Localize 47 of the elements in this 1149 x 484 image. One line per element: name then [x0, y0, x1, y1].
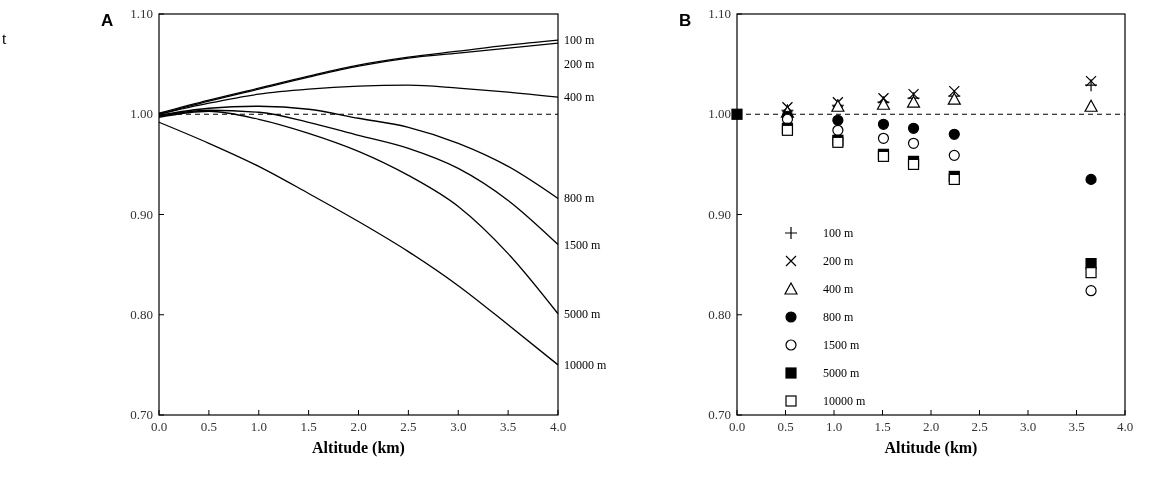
y-tick-label: 0.70 — [708, 407, 731, 422]
chart-title: A — [101, 11, 114, 30]
x-tick-label: 4.0 — [1116, 419, 1134, 434]
y-tick-label: 0.70 — [130, 407, 153, 422]
x-tick-label: 4.0 — [549, 419, 567, 434]
y-tick-label: 0.80 — [130, 306, 153, 322]
x-axis-title: Altitude (km) — [312, 439, 405, 457]
legend-label: 400 m — [823, 282, 854, 296]
series-label: 5000 m — [564, 306, 601, 321]
y-tick-label: 1.00 — [130, 106, 153, 122]
y-tick-label: 1.10 — [708, 6, 731, 21]
x-tick-label: 0.0 — [150, 419, 168, 434]
series-label: 800 m — [564, 191, 595, 206]
x-tick-label: 3.5 — [500, 419, 517, 434]
x-tick-label: 3.0 — [1019, 419, 1037, 434]
legend-label: 1500 m — [823, 338, 860, 352]
x-tick-label: 2.5 — [971, 419, 988, 434]
series-label: 100 m — [564, 33, 595, 48]
series-label: 400 m — [564, 90, 595, 105]
legend-label: 800 m — [823, 310, 854, 324]
y-tick-label: 0.90 — [708, 206, 731, 222]
text: t — [2, 30, 7, 47]
series-label: 1500 m — [564, 237, 601, 252]
x-tick-label: 3.5 — [1068, 419, 1085, 434]
x-tick-label: 0.5 — [200, 419, 217, 434]
x-tick-label: 1.0 — [250, 419, 267, 434]
x-tick-label: 1.5 — [300, 419, 317, 434]
x-tick-label: 0.5 — [777, 419, 794, 434]
x-axis-title: Altitude (km) — [884, 439, 978, 457]
x-tick-label: 1.0 — [825, 419, 843, 434]
x-tick-label: 2.0 — [350, 419, 367, 434]
x-tick-label: 0.0 — [728, 419, 746, 434]
x-tick-label: 2.0 — [922, 419, 940, 434]
series-label: 10000 m — [564, 357, 607, 372]
y-tick-label: 1.10 — [130, 6, 153, 21]
x-tick-label: 1.5 — [874, 419, 891, 434]
chart-title: B — [679, 11, 692, 30]
x-tick-label: 3.0 — [450, 419, 467, 434]
y-tick-label: 1.00 — [708, 106, 731, 122]
series-label: 200 m — [564, 57, 595, 72]
y-tick-label: 0.80 — [708, 306, 731, 322]
legend-label: 100 m — [823, 226, 854, 240]
legend-label: 5000 m — [823, 366, 860, 380]
legend-label: 10000 m — [823, 394, 866, 408]
x-tick-label: 2.5 — [400, 419, 417, 434]
y-tick-label: 0.90 — [130, 206, 153, 222]
legend-label: 200 m — [823, 254, 854, 268]
